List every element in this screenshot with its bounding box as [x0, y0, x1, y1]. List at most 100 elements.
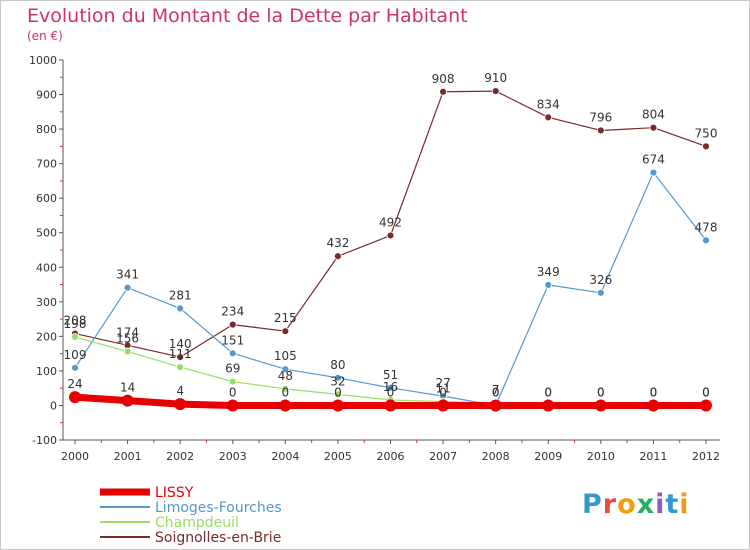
data-label: 27 [435, 376, 450, 390]
data-label: 234 [221, 305, 244, 319]
data-label: 80 [330, 358, 345, 372]
data-point [71, 363, 79, 372]
x-tick-label: 2007 [429, 450, 457, 463]
data-point [176, 353, 185, 361]
data-point [228, 320, 237, 329]
data-label: 674 [642, 153, 665, 167]
data-label: 0 [229, 385, 237, 399]
data-point [71, 333, 79, 341]
data-label: 48 [278, 369, 293, 383]
data-point [281, 365, 290, 374]
data-point [649, 123, 658, 132]
data-label: 349 [537, 265, 560, 279]
data-label: 0 [439, 385, 447, 399]
data-point [121, 394, 134, 407]
logo-letter: i [655, 489, 666, 520]
data-point [702, 236, 710, 245]
data-point [176, 363, 185, 372]
logo-letter: t [665, 489, 680, 520]
x-tick-label: 2008 [482, 450, 510, 463]
data-label: 0 [702, 385, 710, 399]
data-label: 0 [650, 385, 658, 399]
data-label: 0 [597, 385, 605, 399]
logo-letter: x [636, 489, 656, 520]
x-tick-label: 2012 [692, 450, 720, 463]
chart-title: Evolution du Montant de la Dette par Hab… [27, 5, 468, 27]
logo-letter: P [582, 489, 603, 520]
x-tick-label: 2003 [219, 450, 247, 463]
data-point [228, 377, 237, 386]
data-point [596, 288, 605, 297]
data-label: 804 [642, 108, 665, 122]
data-point [647, 399, 660, 412]
y-tick-label: 500 [36, 227, 57, 240]
data-label: 0 [702, 385, 710, 399]
legend-label: LISSY [155, 485, 194, 501]
data-label: 140 [169, 337, 192, 351]
data-label: 492 [379, 215, 402, 229]
data-label: 834 [537, 97, 560, 111]
logo-letter: r [602, 489, 618, 520]
y-tick-label: 0 [50, 399, 57, 412]
data-point [489, 399, 502, 412]
data-label: 0 [544, 385, 552, 399]
data-point [331, 399, 344, 412]
data-label: 32 [330, 374, 345, 388]
logo-letter: o [617, 489, 637, 520]
data-label: 51 [383, 368, 398, 382]
y-tick-label: 800 [36, 123, 57, 136]
y-tick-label: 600 [36, 192, 57, 205]
data-label: 156 [116, 332, 139, 346]
data-label: 109 [64, 348, 87, 362]
data-label: 215 [274, 311, 297, 325]
data-label: 478 [695, 220, 718, 234]
y-tick-label: 400 [36, 261, 57, 274]
legend-label: Soignolles-en-Brie [155, 530, 281, 546]
data-point [594, 399, 607, 412]
data-point [281, 327, 290, 336]
data-point [281, 384, 290, 393]
data-label: 151 [221, 333, 244, 347]
data-label: 0 [492, 385, 500, 399]
data-point [334, 390, 342, 399]
data-label: 0 [597, 385, 605, 399]
data-label: 0 [492, 385, 500, 399]
data-label: 281 [169, 288, 192, 302]
legend-label: Limoges-Fourches [155, 500, 282, 516]
data-point [386, 383, 395, 392]
data-label: 908 [432, 72, 455, 86]
y-tick-label: 100 [36, 365, 57, 378]
y-tick-label: 900 [36, 89, 57, 102]
data-label: 174 [116, 325, 139, 339]
data-label: 0 [282, 385, 290, 399]
data-label: 0 [544, 385, 552, 399]
data-label: 4 [176, 384, 184, 398]
y-tick-label: -100 [32, 434, 57, 447]
data-point [439, 87, 447, 96]
logo-letter: i [679, 489, 690, 520]
data-point [174, 398, 187, 411]
x-tick-label: 2006 [377, 450, 405, 463]
series-lissy [69, 391, 712, 412]
data-point [702, 142, 710, 151]
data-label: 750 [695, 126, 718, 140]
x-tick-label: 2005 [324, 450, 352, 463]
data-label: 326 [589, 273, 612, 287]
data-label: 341 [116, 268, 139, 282]
x-tick-label: 2001 [114, 450, 142, 463]
data-point [384, 399, 397, 412]
y-tick-label: 700 [36, 158, 57, 171]
data-point [544, 280, 553, 289]
y-tick-label: 300 [36, 296, 57, 309]
chart-subtitle: (en €) [27, 29, 63, 43]
x-tick-label: 2000 [61, 450, 89, 463]
data-point [649, 168, 658, 177]
data-point [386, 231, 395, 240]
data-point [69, 391, 81, 404]
data-point [437, 399, 450, 412]
data-label: 7 [492, 383, 500, 397]
data-point [279, 399, 292, 412]
data-label: 0 [334, 385, 342, 399]
